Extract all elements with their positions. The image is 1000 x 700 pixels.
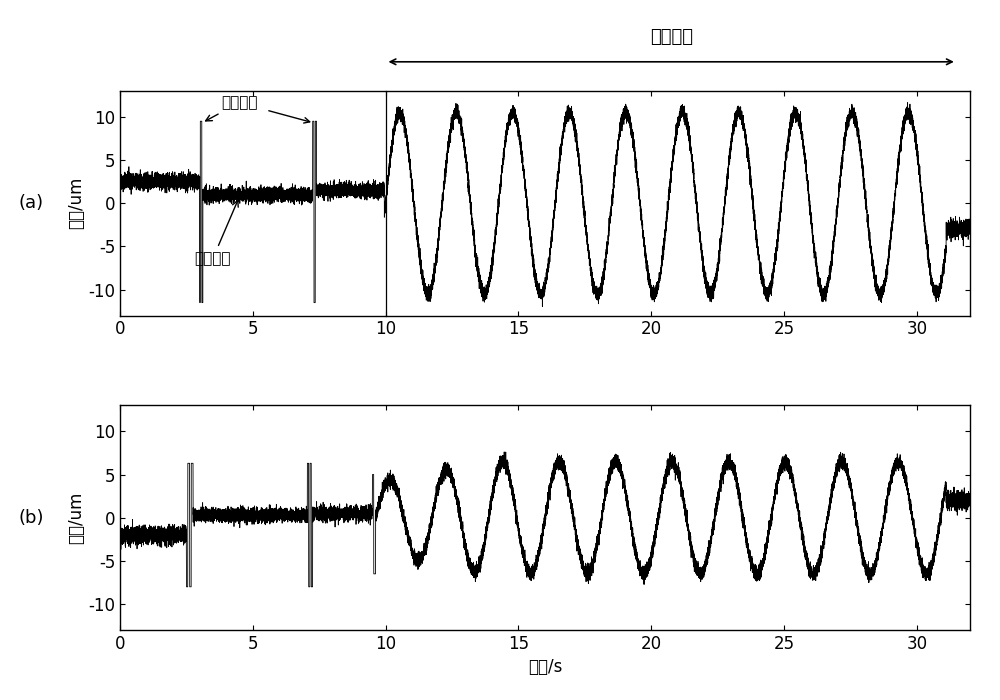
- Y-axis label: 幅値/um: 幅値/um: [67, 491, 85, 544]
- Text: (a): (a): [18, 195, 44, 212]
- Text: 旋转阶段: 旋转阶段: [650, 28, 693, 46]
- Text: (b): (b): [18, 509, 44, 526]
- Y-axis label: 幅値/um: 幅値/um: [67, 177, 85, 230]
- Text: 准停阶段: 准停阶段: [195, 200, 238, 266]
- Text: 准停动作: 准停动作: [206, 95, 258, 121]
- X-axis label: 时间/s: 时间/s: [528, 659, 562, 676]
